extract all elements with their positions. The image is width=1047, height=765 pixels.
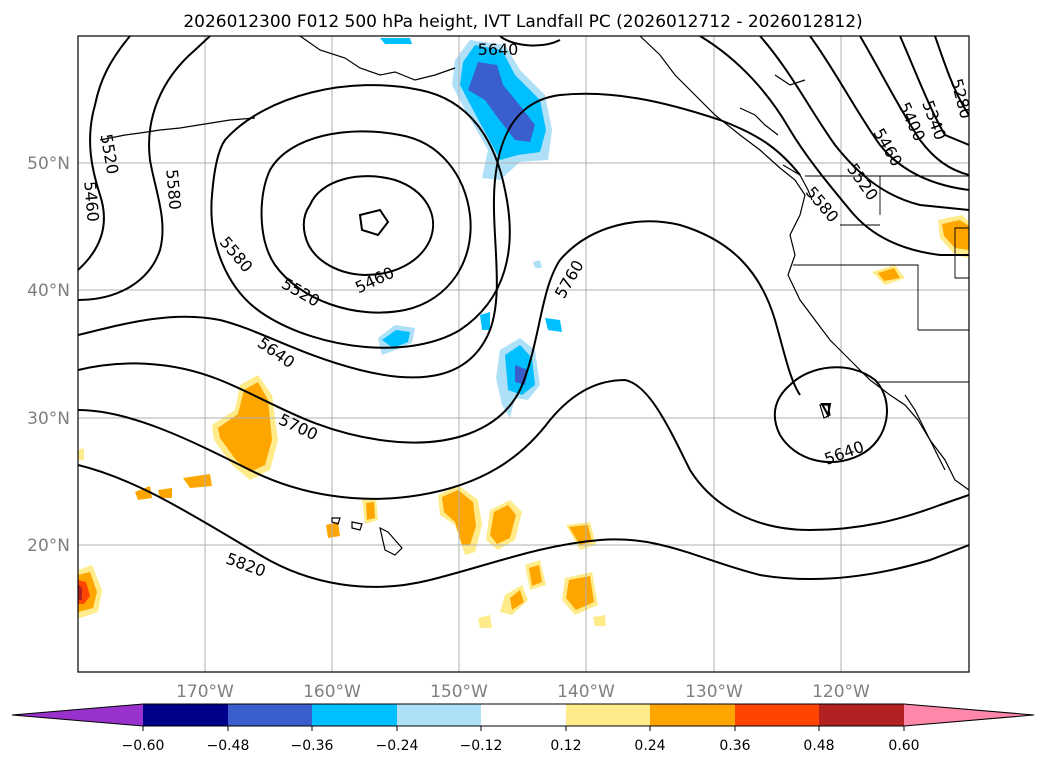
colorbar-tick-label: −0.12 bbox=[460, 738, 503, 754]
colorbar-bin bbox=[481, 704, 566, 726]
contour-5520-east bbox=[759, 36, 969, 211]
contour-5640-cutoff-low bbox=[773, 366, 888, 464]
ivt-negative-area-light bbox=[533, 260, 542, 268]
contour-5280-east bbox=[934, 36, 969, 116]
colorbar-bin bbox=[566, 704, 650, 726]
colorbar-bin bbox=[650, 704, 735, 726]
lat-label: 30°N bbox=[27, 409, 70, 429]
lat-label: 20°N bbox=[27, 536, 70, 556]
contour-5760 bbox=[78, 378, 969, 532]
aleutian-islands bbox=[99, 117, 256, 141]
ivt-positive-area bbox=[510, 590, 524, 610]
contour-5580-east bbox=[699, 36, 969, 256]
gridlines bbox=[78, 36, 969, 672]
ivt-negative-area-strong bbox=[468, 62, 535, 142]
ivt-positive-area bbox=[158, 488, 172, 498]
height-contours bbox=[78, 36, 969, 588]
contour-5580 bbox=[210, 84, 511, 349]
contour-label: 5640 bbox=[478, 40, 519, 59]
lon-label: 160°W bbox=[303, 682, 361, 702]
bc-islands bbox=[739, 107, 779, 136]
colorbar-tick-label: −0.36 bbox=[291, 738, 334, 754]
map-panel: 5640 5520 5460 5580 5580 5520 5460 5760 … bbox=[77, 35, 970, 673]
contour-label: 5580 bbox=[162, 168, 184, 210]
ivt-positive-area-light bbox=[478, 615, 492, 628]
ivt-positive-area-light bbox=[593, 615, 606, 626]
colorbar-tick-label: 0.60 bbox=[888, 738, 919, 754]
ivt-positive-area bbox=[218, 382, 272, 472]
contour-5460-low bbox=[302, 175, 435, 277]
colorbar-bin bbox=[735, 704, 819, 726]
colorbar-tick-label: 0.48 bbox=[803, 738, 834, 754]
lon-label: 150°W bbox=[430, 682, 488, 702]
colorbar: −0.60 −0.48 −0.36 −0.24 −0.12 0.12 0.24 … bbox=[11, 703, 1035, 754]
contour-5640-north bbox=[499, 36, 561, 47]
colorbar-bin bbox=[312, 704, 397, 726]
contour-5580-cutoff-low bbox=[820, 403, 832, 418]
colorbar-extend-high bbox=[904, 704, 1034, 726]
map-title: 2026012300 F012 500 hPa height, IVT Land… bbox=[183, 12, 862, 32]
ivt-positive-area bbox=[326, 522, 340, 538]
ivt-positive-area bbox=[135, 486, 152, 500]
map-frame bbox=[77, 35, 970, 673]
lat-label: 50°N bbox=[27, 154, 70, 174]
state-border bbox=[793, 264, 919, 330]
colorbar-extend-low bbox=[12, 704, 143, 726]
colorbar-tick-label: −0.48 bbox=[207, 738, 250, 754]
contour-5520-low bbox=[260, 130, 472, 314]
colorbar-bin bbox=[228, 704, 312, 726]
ivt-positive-area bbox=[566, 576, 594, 610]
ivt-positive-area bbox=[490, 505, 516, 544]
ivt-positive-area-max bbox=[78, 584, 82, 600]
ivt-positive-area-light bbox=[78, 448, 84, 460]
colorbar-tick-label: 0.24 bbox=[634, 738, 665, 754]
colorbar-tick-label: −0.24 bbox=[376, 738, 419, 754]
ivt-negative-area bbox=[382, 330, 410, 348]
colorbar-tick-label: 0.36 bbox=[719, 738, 750, 754]
contour-5520-west bbox=[78, 36, 211, 301]
state-border bbox=[954, 227, 969, 279]
colorbar-bin bbox=[819, 704, 904, 726]
hawaii-oahu bbox=[331, 517, 341, 525]
colorbar-tick-label: 0.12 bbox=[550, 738, 581, 754]
contour-5400-east bbox=[859, 36, 969, 176]
colorbar-ticks bbox=[142, 726, 905, 731]
political-borders bbox=[793, 175, 969, 383]
lon-label: 130°W bbox=[685, 682, 743, 702]
lon-label: 170°W bbox=[176, 682, 234, 702]
contour-5460-east bbox=[809, 36, 969, 191]
ivt-positive-area bbox=[529, 565, 542, 586]
alaska-coast bbox=[299, 36, 456, 81]
colorbar-bin bbox=[397, 704, 481, 726]
contour-5640 bbox=[78, 92, 801, 379]
ivt-shading bbox=[78, 38, 969, 628]
colorbar-tick-label: −0.60 bbox=[122, 738, 165, 754]
vancouver-island bbox=[782, 164, 813, 201]
contour-5700 bbox=[78, 220, 801, 444]
ivt-positive-area bbox=[878, 268, 900, 281]
ivt-negative-area bbox=[380, 38, 412, 44]
baja-california bbox=[904, 394, 946, 471]
hawaii-big-island bbox=[379, 526, 403, 556]
ivt-positive-area bbox=[942, 220, 969, 250]
ivt-positive-area bbox=[366, 502, 375, 520]
coast-islands bbox=[774, 74, 806, 86]
lon-label: 120°W bbox=[812, 682, 870, 702]
ivt-negative-area bbox=[480, 312, 490, 330]
ivt-negative-area bbox=[545, 318, 562, 332]
latitude-labels: 50°N 40°N 30°N 20°N bbox=[27, 154, 70, 556]
contour-5460-west bbox=[78, 36, 131, 271]
colorbar-bin bbox=[143, 704, 228, 726]
contour-5400-low bbox=[358, 208, 390, 237]
contour-label: 5460 bbox=[80, 180, 102, 222]
lon-label: 140°W bbox=[557, 682, 615, 702]
longitude-labels: 170°W 160°W 150°W 140°W 130°W 120°W bbox=[176, 682, 870, 702]
north-america-coast bbox=[639, 36, 969, 491]
contour-5820 bbox=[78, 464, 969, 588]
contour-5340-east bbox=[899, 36, 969, 146]
lat-label: 40°N bbox=[27, 281, 70, 301]
hawaii-maui bbox=[351, 521, 363, 531]
